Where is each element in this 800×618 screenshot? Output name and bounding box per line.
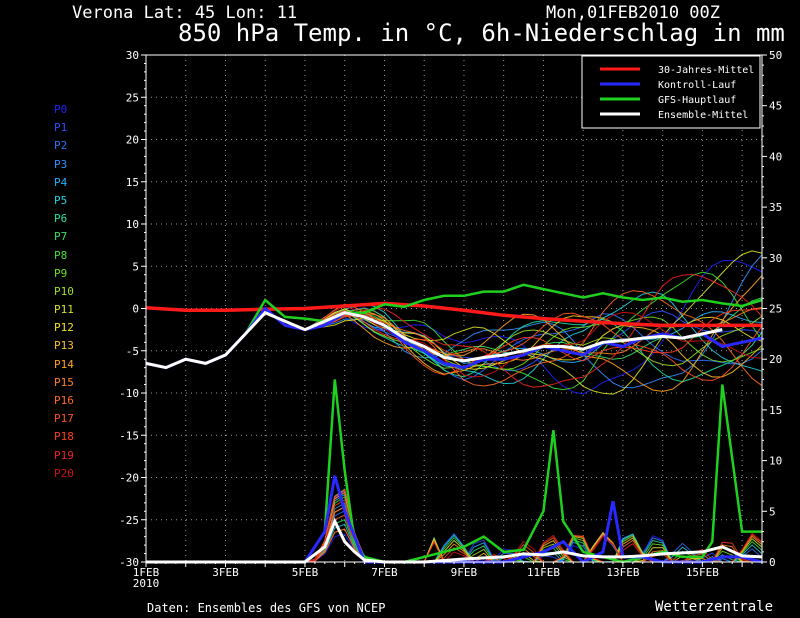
- member-label: P8: [54, 248, 68, 262]
- member-label: P17: [54, 412, 74, 426]
- y-right-tick-label: 10: [769, 455, 782, 468]
- member-label: P4: [54, 175, 68, 189]
- y-left-tick-label: -25: [119, 514, 139, 527]
- member-label: P5: [54, 193, 68, 207]
- member-precipitation-line: [146, 488, 762, 563]
- chart-title: 850 hPa Temp. in °C, 6h-Niederschlag in …: [178, 19, 785, 47]
- legend-label: Kontroll-Lauf: [658, 80, 736, 91]
- y-right-tick-label: 45: [769, 100, 782, 113]
- legend-label: GFS-Hauptlauf: [658, 95, 736, 106]
- y-left-tick-label: -5: [126, 345, 139, 358]
- member-label: P18: [54, 430, 74, 444]
- precipitation-ensemble-mittel-line: [146, 517, 763, 564]
- temperature-30-jahres-mittel-line: [145, 301, 762, 328]
- member-label: P13: [54, 339, 74, 353]
- member-label: P9: [54, 266, 68, 280]
- member-label: P2: [54, 139, 68, 153]
- y-right-tick-label: 40: [769, 150, 782, 163]
- x-tick-label: 15FEB: [686, 566, 719, 579]
- member-label: P19: [54, 448, 74, 462]
- y-left-tick-label: -20: [119, 472, 139, 485]
- x-tick-label: 3FEB: [212, 566, 239, 579]
- y-right-tick-label: 0: [769, 556, 776, 569]
- y-left-tick-label: -30: [119, 556, 139, 569]
- member-label: P11: [54, 303, 74, 317]
- member-label: P1: [54, 121, 68, 135]
- member-precipitation-line: [146, 491, 762, 563]
- y-right-tick-label: 25: [769, 303, 782, 316]
- member-label: P12: [54, 321, 74, 335]
- member-label: P0: [54, 103, 68, 116]
- x-tick-label: 13FEB: [606, 566, 639, 579]
- y-left-tick-label: 15: [126, 176, 139, 189]
- y-right-tick-label: 15: [769, 404, 782, 417]
- member-precipitation-line: [146, 488, 762, 563]
- member-label: P14: [54, 357, 74, 371]
- member-label: P7: [54, 230, 68, 244]
- y-left-tick-label: 5: [132, 260, 139, 273]
- brand-label: Wetterzentrale: [655, 599, 774, 615]
- y-left-tick-label: 25: [126, 91, 139, 104]
- y-right-tick-label: 5: [769, 505, 776, 518]
- y-right-tick-label: 50: [769, 49, 782, 62]
- legend-label: 30-Jahres-Mittel: [658, 65, 754, 76]
- y-left-tick-label: -15: [119, 429, 139, 442]
- member-label: P3: [54, 157, 68, 171]
- member-label: P6: [54, 212, 68, 226]
- data-credit: Daten: Ensembles des GFS von NCEP: [147, 601, 386, 615]
- temperature-ensemble-mittel-line: [145, 310, 723, 370]
- location-label: Verona Lat: 45 Lon: 11: [72, 3, 298, 23]
- member-label: P20: [54, 466, 74, 480]
- run-datetime: Mon,01FEB2010 00Z: [546, 3, 720, 23]
- ensemble-member-legend: P0 P1 P2 P3 P4 P5 P6 P7 P8 P9 P10 P11 P12 P13 P14 P15 P1…: [54, 101, 114, 483]
- member-label: P10: [54, 284, 74, 298]
- member-precipitation-line: [146, 491, 762, 563]
- member-precipitation-line: [146, 488, 763, 563]
- x-tick-label: 9FEB: [451, 566, 478, 579]
- legend-label: Ensemble-Mittel: [658, 110, 748, 121]
- y-left-tick-label: 10: [126, 218, 139, 231]
- y-right-tick-label: 20: [769, 353, 782, 366]
- x-tick-label: 11FEB: [527, 566, 560, 579]
- precipitation-gfs-hauptlauf-line: [146, 379, 762, 564]
- y-left-tick-label: 30: [126, 49, 139, 62]
- y-left-tick-label: -10: [119, 387, 139, 400]
- x-tick-label: 5FEB: [292, 566, 319, 579]
- y-right-tick-label: 35: [769, 201, 782, 214]
- y-right-tick-label: 30: [769, 252, 782, 265]
- y-left-tick-label: 0: [132, 303, 139, 316]
- member-label: P15: [54, 375, 74, 389]
- member-precipitation-line: [146, 489, 762, 563]
- x-tick-label: 1FEB 2010: [133, 566, 160, 590]
- y-left-tick-label: 20: [126, 134, 139, 147]
- member-label: P16: [54, 394, 74, 407]
- x-tick-label: 7FEB: [371, 566, 398, 579]
